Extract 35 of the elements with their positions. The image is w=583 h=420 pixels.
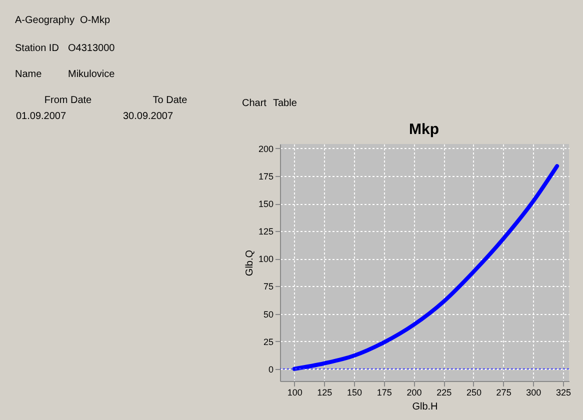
text: Name [15, 69, 42, 80]
text: From Date [44, 95, 92, 106]
text: O4313000 [68, 43, 116, 54]
y-tick-label: 175 [258, 171, 274, 182]
x-tick-label: 325 [556, 388, 572, 398]
line-series [292, 164, 560, 371]
x-tick-label: 200 [406, 388, 422, 398]
y-tick-label: 0 [268, 364, 274, 374]
y-tick-label: 50 [263, 309, 274, 320]
y-tick-label: 100 [258, 254, 274, 264]
text: O-Mkp [80, 15, 110, 26]
x-tick-label: 125 [317, 388, 332, 398]
text: Table [273, 98, 298, 109]
x-tick-label: 175 [376, 388, 392, 398]
x-tick-label: 225 [436, 388, 452, 398]
text: 30.09.2007 [123, 111, 174, 122]
y-tick-label: 150 [258, 199, 274, 210]
y-tick-label: 25 [263, 336, 274, 347]
x-axis-title: Glb.H [412, 402, 438, 412]
text: Chart [242, 98, 267, 109]
text: To Date [152, 95, 188, 106]
x-tick-label: 250 [466, 388, 482, 398]
y-tick-label: 125 [258, 226, 274, 237]
text: A-Geography [15, 15, 74, 26]
chart-title: Mkp [409, 121, 439, 138]
text: 01.09.2007 [16, 111, 66, 122]
y-axis-title: Glb.Q [244, 250, 256, 276]
y-tick-label: 200 [258, 144, 274, 154]
y-tick-label: 75 [263, 282, 274, 292]
text: Mikulovice [68, 69, 116, 80]
text: Station ID [15, 43, 59, 54]
x-tick-label: 300 [526, 388, 542, 398]
x-tick-label: 100 [287, 388, 302, 398]
x-tick-label: 275 [496, 388, 512, 398]
x-tick-label: 150 [347, 388, 362, 398]
